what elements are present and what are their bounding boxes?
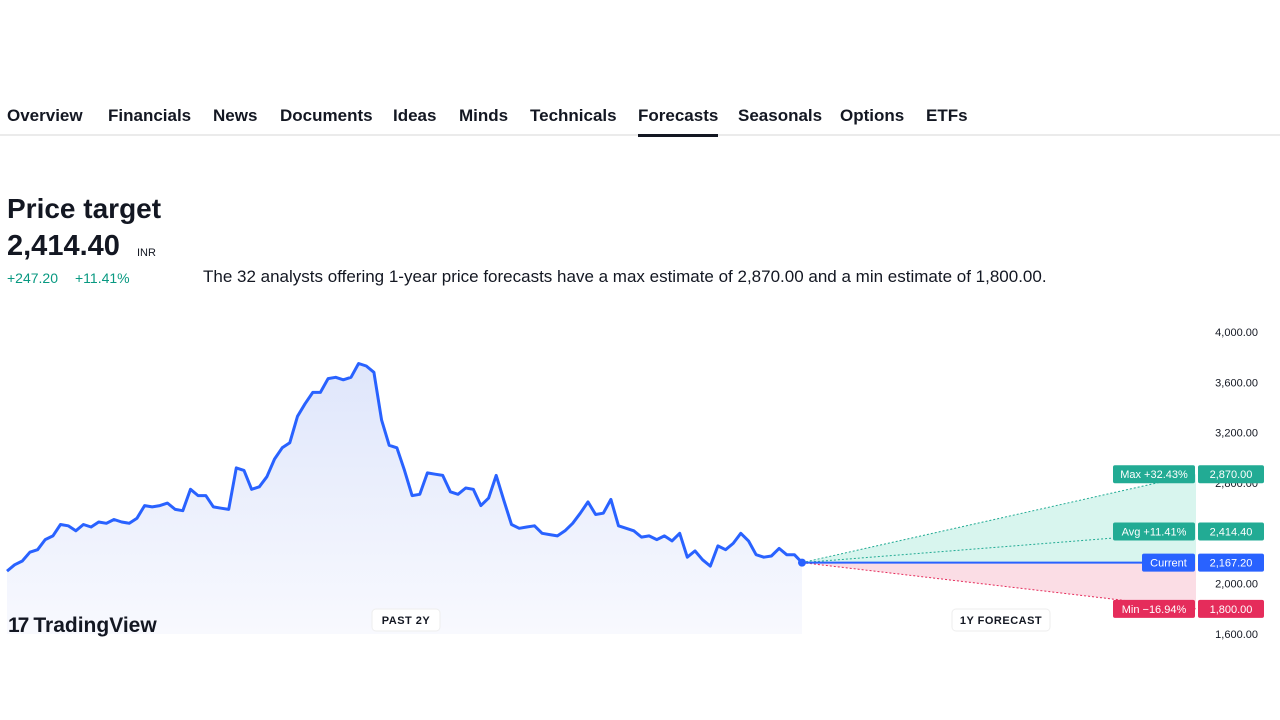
tradingview-mark-icon: 17 (8, 614, 29, 637)
history-area (7, 363, 802, 634)
tab-forecasts[interactable]: Forecasts (638, 106, 719, 137)
current-label-bg (1142, 553, 1195, 572)
price-forecast-chart: 4,000.003,600.003,200.002,800.002,400.00… (6, 327, 1264, 641)
y-tick-label: 4,000.00 (1215, 327, 1258, 339)
y-tick-label: 1,600.00 (1215, 629, 1258, 641)
tab-options[interactable]: Options (840, 106, 905, 125)
forecast-min-label-bg (1113, 599, 1195, 618)
forecast-period-badge-bg (951, 608, 1051, 632)
past-period-badge-bg (371, 608, 441, 632)
tradingview-logo[interactable]: 17 TradingView (8, 614, 157, 638)
current-value: 2,167.20 (1210, 558, 1253, 570)
tradingview-logo-text: TradingView (33, 614, 157, 637)
forecast-period-badge: 1Y FORECAST (960, 615, 1042, 627)
forecast-avg-label: Avg +11.41% (1122, 527, 1187, 539)
current-label: Current (1150, 558, 1187, 570)
currency-label: INR (137, 247, 156, 259)
forecast-avg-value: 2,414.40 (1210, 527, 1253, 539)
forecast-max-value: 2,870.00 (1210, 469, 1253, 481)
tab-news[interactable]: News (213, 106, 258, 125)
tab-documents[interactable]: Documents (280, 106, 373, 125)
change-percent: +11.41% (75, 270, 130, 286)
tab-financials[interactable]: Financials (108, 106, 192, 125)
forecast-downside-area (802, 562, 1196, 609)
forecast-max-line (801, 473, 1197, 564)
current-value-bg (1198, 553, 1264, 572)
change-absolute: +247.20 (7, 270, 58, 286)
y-tick-label: 3,600.00 (1215, 377, 1258, 389)
forecast-min-value-bg (1198, 599, 1264, 618)
tab-ideas[interactable]: Ideas (393, 106, 437, 125)
tab-etfs[interactable]: ETFs (926, 106, 968, 125)
forecast-min-value: 1,800.00 (1210, 604, 1253, 616)
tab-bar: Overview Financials News Documents Ideas Mind… (0, 100, 1280, 137)
past-period-badge: PAST 2Y (382, 615, 431, 627)
tab-seasonals[interactable]: Seasonals (738, 106, 823, 125)
forecast-description: The 32 analysts offering 1-year price fo… (203, 267, 1047, 286)
forecast-avg-label-bg (1113, 522, 1195, 541)
tab-overview[interactable]: Overview (7, 106, 83, 125)
page-title: Price target (7, 193, 162, 224)
forecast-avg-value-bg (1198, 522, 1264, 541)
forecast-upside-area (802, 474, 1196, 563)
y-tick-label: 2,000.00 (1215, 579, 1258, 591)
forecast-max-value-bg (1198, 465, 1264, 484)
history-price-line (6, 362, 804, 573)
price-target-value: 2,414.40 (7, 230, 120, 262)
forecast-min-label: Min −16.94% (1122, 604, 1187, 616)
tab-technicals[interactable]: Technicals (530, 106, 617, 125)
current-price-dot (798, 558, 806, 567)
forecast-max-label: Max +32.43% (1120, 469, 1188, 481)
forecast-max-label-bg (1113, 465, 1195, 484)
tab-minds[interactable]: Minds (459, 106, 509, 125)
y-tick-label: 3,200.00 (1215, 428, 1258, 440)
